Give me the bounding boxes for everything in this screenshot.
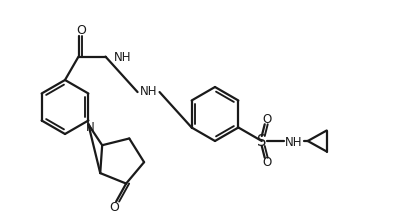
Text: O: O	[109, 201, 119, 214]
Text: NH: NH	[285, 136, 303, 148]
Text: O: O	[262, 156, 271, 169]
Text: S: S	[257, 134, 267, 148]
Text: N: N	[86, 121, 95, 134]
Text: O: O	[262, 113, 271, 126]
Text: NH: NH	[140, 85, 157, 97]
Text: O: O	[76, 24, 86, 37]
Text: NH: NH	[114, 51, 131, 64]
